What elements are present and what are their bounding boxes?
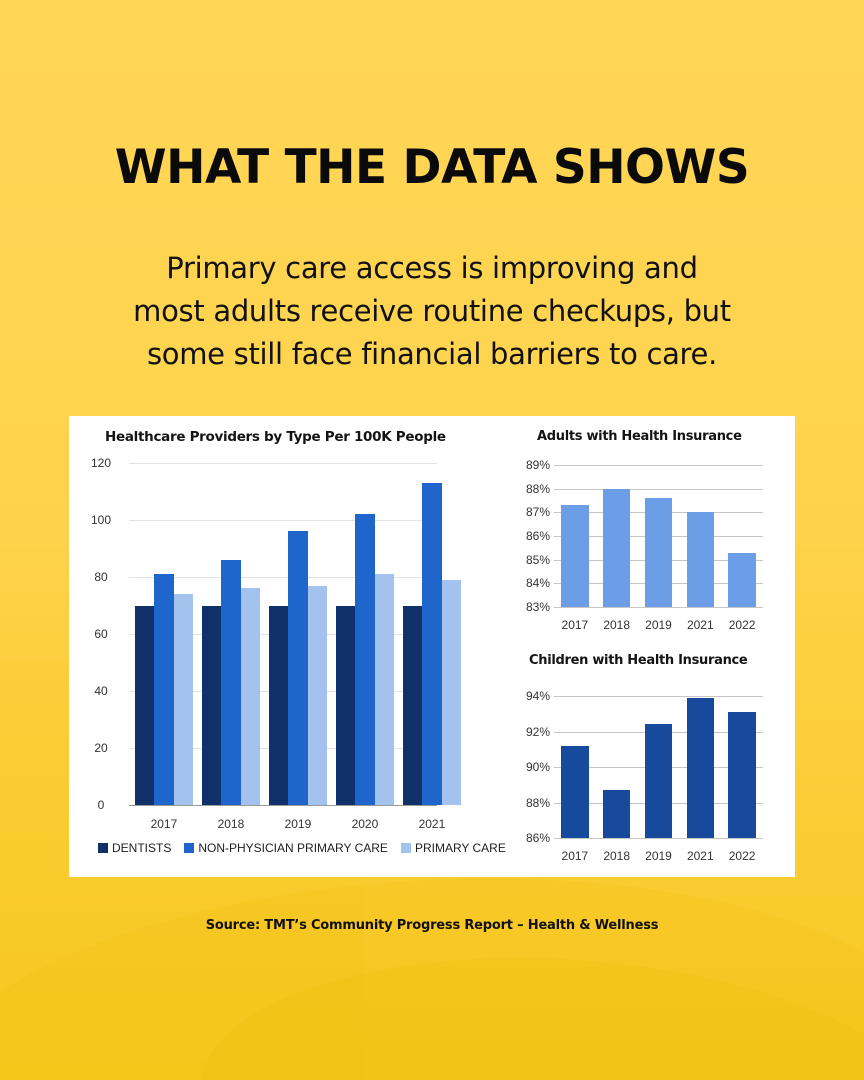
gridline [554, 465, 763, 466]
y-axis-tick: 60 [94, 627, 108, 641]
x-axis-tick: 2017 [561, 849, 589, 863]
charts-panel: Healthcare Providers by Type Per 100K Pe… [69, 416, 795, 877]
gridline [129, 577, 437, 578]
bar [561, 745, 589, 838]
bar-dentists [336, 605, 356, 805]
x-axis-tick: 2017 [561, 618, 589, 632]
bar-dentists [202, 605, 222, 805]
gridline [554, 607, 763, 608]
y-axis-tick: 100 [90, 513, 112, 527]
bar [728, 711, 756, 838]
bar-primary-care [307, 585, 327, 805]
bar [686, 512, 715, 607]
background-hill [190, 934, 864, 1080]
legend-item: PRIMARY CARE [400, 841, 506, 855]
y-axis-tick: 86% [525, 831, 550, 845]
y-axis-tick: 88% [525, 481, 550, 496]
y-axis-tick: 20 [94, 741, 108, 755]
providers-legend: DENTISTS NON-PHYSICIAN PRIMARY CARE PRIMAR… [98, 841, 519, 855]
gridline [554, 838, 763, 839]
legend-item: NON-PHYSICIAN PRIMARY CARE [184, 841, 388, 855]
bar-non-physician-primary-care [154, 574, 174, 805]
legend-label: NON-PHYSICIAN PRIMARY CARE [198, 841, 388, 855]
gridline [129, 805, 437, 806]
subtitle-line: some still face financial barriers to ca… [146, 337, 718, 371]
bar [644, 724, 673, 838]
bar [602, 790, 631, 838]
subtitle-line: most adults receive routine checkups, bu… [133, 294, 731, 328]
page-subtitle: Primary care access is improving and mos… [60, 247, 804, 376]
gridline [129, 520, 437, 521]
source-citation: Source: TMT’s Community Progress Report … [205, 918, 659, 933]
page-title: WHAT THE DATA SHOWS [114, 140, 750, 195]
legend-label: DENTISTS [112, 841, 172, 855]
gridline [554, 696, 763, 697]
x-axis-tick: 2021 [686, 849, 714, 863]
y-axis-tick: 120 [90, 456, 112, 470]
bar [644, 498, 673, 607]
x-axis-tick: 2017 [150, 817, 178, 831]
bar [686, 697, 715, 838]
adults-chart-title: Adults with Health Insurance [537, 429, 742, 444]
y-axis-tick: 92% [525, 724, 550, 739]
x-axis-tick: 2019 [645, 618, 672, 632]
y-axis-tick: 86% [525, 529, 550, 543]
legend-swatch [400, 843, 411, 853]
legend-label: PRIMARY CARE [414, 841, 506, 855]
x-axis-tick: 2018 [603, 849, 631, 863]
legend-swatch [184, 843, 195, 853]
bar [561, 505, 589, 607]
bar-non-physician-primary-care [355, 514, 375, 805]
bar-primary-care [441, 579, 461, 805]
gridline [129, 463, 437, 464]
bar-non-physician-primary-care [221, 559, 241, 805]
subtitle-line: Primary care access is improving and [166, 251, 698, 285]
y-axis-tick: 40 [94, 684, 108, 698]
y-axis-tick: 84% [525, 576, 550, 591]
y-axis-tick: 80 [94, 570, 108, 584]
x-axis-tick: 2022 [728, 618, 756, 632]
x-axis-tick: 2019 [284, 817, 312, 831]
y-axis-tick: 90% [525, 760, 550, 774]
y-axis-tick: 88% [525, 795, 550, 810]
y-axis-tick: 94% [525, 689, 550, 703]
x-axis-tick: 2022 [728, 849, 756, 863]
y-axis-tick: 89% [525, 458, 550, 472]
y-axis-tick: 85% [525, 552, 550, 567]
gridline [554, 488, 763, 490]
providers-chart-title: Healthcare Providers by Type Per 100K Pe… [105, 429, 446, 445]
x-axis-tick: 2021 [686, 618, 714, 632]
background-hill [0, 853, 864, 1080]
x-axis-tick: 2021 [418, 817, 446, 831]
legend-swatch [98, 843, 108, 853]
bar-dentists [403, 605, 423, 805]
bar-dentists [269, 605, 289, 805]
y-axis-tick: 83% [525, 600, 550, 614]
y-axis-tick: 87% [525, 505, 550, 520]
bar [602, 488, 631, 607]
bar-non-physician-primary-care [422, 482, 442, 805]
x-axis-tick: 2018 [217, 817, 245, 831]
bar-non-physician-primary-care [288, 531, 308, 805]
bar-primary-care [374, 574, 394, 805]
legend-item: DENTISTS [98, 841, 171, 855]
x-axis-tick: 2018 [603, 618, 631, 632]
children-chart-title: Children with Health Insurance [529, 653, 748, 668]
bar-primary-care [173, 594, 193, 805]
x-axis-tick: 2020 [351, 817, 379, 831]
bar-dentists [135, 605, 155, 805]
bar-primary-care [240, 588, 260, 805]
x-axis-tick: 2019 [645, 849, 672, 863]
y-axis-tick: 0 [97, 798, 105, 812]
bar [728, 552, 756, 607]
